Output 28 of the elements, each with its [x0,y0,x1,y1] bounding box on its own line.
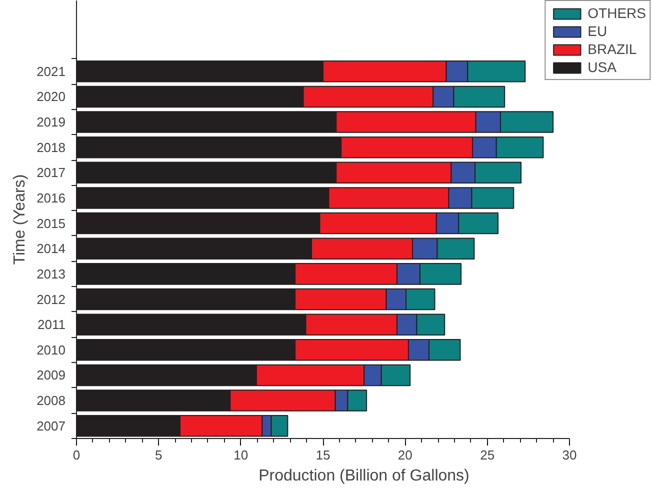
y-tick-label: 2013 [36,266,66,282]
legend-label: OTHERS [588,5,646,21]
y-tick-label: 2016 [36,190,66,206]
y-tick-label: 2007 [36,418,66,434]
y-tick-label: 2014 [36,241,66,256]
y-tick-label: 2018 [36,140,66,155]
y-tick-label: 2011 [38,317,66,332]
x-tick-label: 25 [480,448,495,462]
y-tick-label: 2009 [36,368,66,383]
y-tick-label: 2012 [36,292,66,307]
legend-label: USA [588,59,616,75]
x-tick-label: 5 [155,448,162,462]
x-tick-label: 15 [316,448,330,462]
y-tick-label: 2020 [36,89,66,104]
x-tick-label: 0 [72,448,80,462]
y-tick-label: 2008 [36,393,66,408]
legend-label: EU [588,23,608,39]
y-tick-label: 2017 [36,165,66,180]
y-tick-label: 2021 [36,64,66,79]
x-tick-label: 30 [562,448,577,462]
y-tick-label: 2010 [36,342,66,358]
y-tick-label: 2015 [36,216,66,231]
y-tick-label: 2019 [36,114,66,130]
y-axis-title: Time (Years) [12,174,29,265]
x-tick-label: 20 [398,448,412,462]
x-axis-title: Production (Billion of Gallons) [258,468,470,484]
legend-label: BRAZIL [588,41,637,57]
x-tick-label: 10 [234,448,248,462]
